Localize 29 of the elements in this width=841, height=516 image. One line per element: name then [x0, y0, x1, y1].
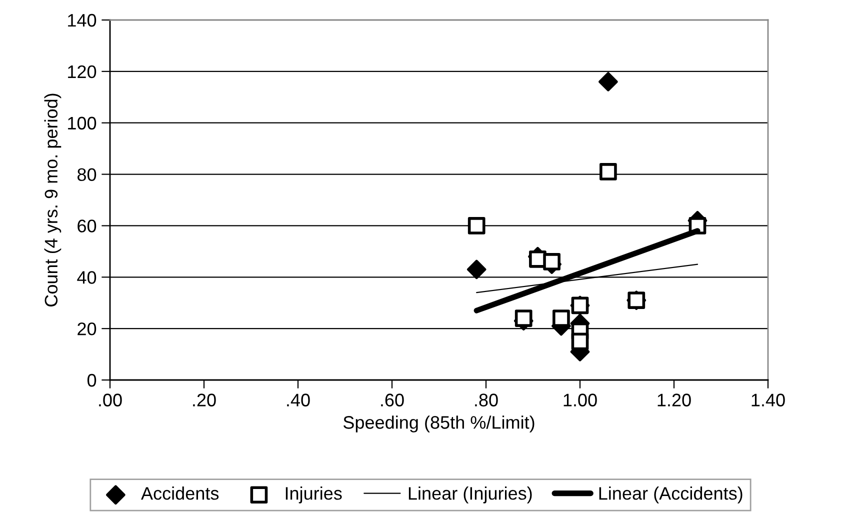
point — [466, 260, 486, 280]
y-axis-title: Count (4 yrs. 9 mo. period) — [44, 94, 62, 306]
x-tick-label: 1.40 — [752, 394, 785, 406]
point — [598, 72, 618, 92]
y-tick-label: 120 — [68, 65, 96, 78]
y-tick-label: 100 — [68, 116, 96, 130]
legend-label: Linear (Injuries) — [408, 486, 532, 504]
x-axis-title: Speeding (85th %/Limit) — [343, 416, 534, 432]
y-tick-label: 40 — [77, 271, 96, 284]
x-tick-label: .60 — [381, 394, 404, 406]
y-tick-label: 0 — [87, 374, 96, 387]
legend-label: Injuries — [286, 486, 342, 504]
point — [543, 253, 560, 270]
point — [571, 332, 589, 350]
legend-label: Linear (Accidents) — [599, 486, 742, 504]
y-tick-label: 60 — [78, 220, 96, 232]
x-tick-label: 1.00 — [564, 394, 597, 406]
legend-label: Accidents — [141, 486, 219, 500]
point — [600, 163, 617, 180]
x-tick-label: 1.20 — [658, 394, 691, 406]
y-tick-label: 140 — [68, 14, 96, 27]
y-tick-label: 20 — [78, 322, 96, 336]
x-tick-label: .20 — [193, 394, 216, 406]
x-tick-label: .00 — [99, 394, 122, 406]
point — [514, 310, 532, 327]
point — [468, 217, 486, 234]
x-tick-label: .80 — [475, 394, 498, 406]
x-tick-label: .40 — [287, 394, 310, 406]
y-tick-label: 80 — [78, 168, 96, 182]
